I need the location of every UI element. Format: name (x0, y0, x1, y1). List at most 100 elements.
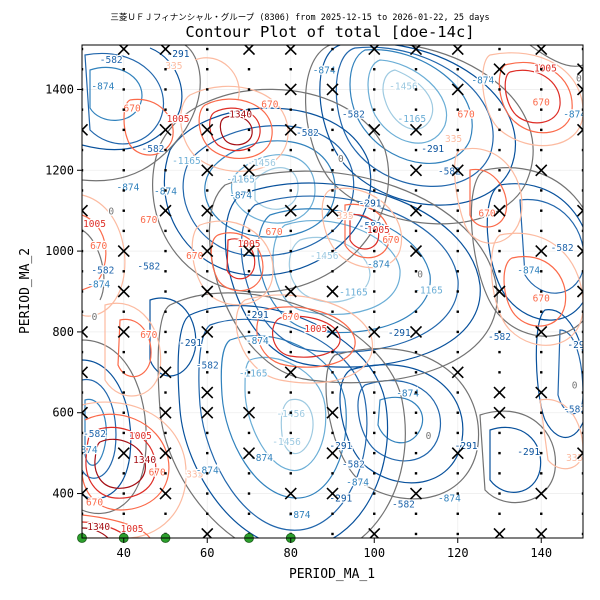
grid-dot (206, 88, 209, 91)
x-tick-label: 120 (447, 546, 469, 560)
contour-line-335 (104, 302, 162, 397)
contour-label: 1005 (129, 431, 152, 442)
contour-label: 335 (336, 211, 353, 222)
contour-label: 670 (533, 98, 550, 109)
x-marker (159, 447, 172, 460)
contour-label: 670 (282, 312, 299, 323)
chart-title: Contour Plot of total [doe-14c] (185, 23, 474, 41)
x-axis-label: PERIOD_MA_1 (289, 567, 375, 582)
grid-dot (331, 128, 334, 132)
x-marker (284, 366, 297, 379)
grid-dot (122, 472, 125, 475)
contour-label: -874 (246, 336, 269, 347)
grid-dot (331, 68, 334, 71)
contour-line-0 (152, 88, 390, 293)
grid-dot (82, 350, 84, 354)
grid-dot (331, 371, 334, 374)
grid-dot (331, 47, 334, 51)
x-marker (159, 406, 172, 419)
x-marker (576, 123, 583, 136)
contour-label: -582 (100, 55, 123, 66)
x-marker (535, 164, 548, 177)
grid-dot (498, 229, 501, 233)
grid-dot (581, 391, 583, 394)
grid-dot (247, 290, 251, 293)
x-marker (409, 325, 423, 338)
x-marker (576, 285, 583, 298)
grid-dot (289, 229, 292, 233)
contour-label: 670 (90, 241, 107, 252)
contour-label: -874 (563, 110, 586, 121)
contour-line--582 (357, 380, 442, 462)
grid-dot (581, 229, 583, 233)
contour-label: -1165 (172, 156, 201, 167)
grid-dot (289, 330, 292, 334)
grid-dot (247, 229, 251, 233)
grid-dot (164, 270, 167, 273)
contour-line-335 (82, 401, 187, 538)
contour-label: 670 (149, 467, 166, 478)
grid-dot (456, 350, 459, 354)
grid-dot (247, 512, 251, 515)
grid-dot (82, 229, 84, 233)
x-marker (326, 83, 339, 96)
contour-label: -291 (517, 447, 540, 458)
chart-suptitle: 三菱ＵＦＪフィナンシャル・グループ (8306) from 2025-12-15… (110, 12, 489, 23)
contour-line--1456 (280, 398, 314, 454)
contour-label: 1340 (87, 522, 110, 533)
contour-label: 1340 (133, 455, 156, 466)
grid-dot (164, 229, 167, 233)
contour-line--582 (82, 379, 117, 479)
contour-label: 670 (186, 251, 203, 262)
contour-label: 670 (382, 235, 399, 246)
grid-dot (247, 492, 251, 495)
grid-dot (498, 330, 501, 334)
x-marker (284, 285, 297, 298)
contour-label: 0 (576, 73, 582, 84)
grid-dot (122, 270, 125, 273)
grid-dot (456, 209, 459, 212)
grid-dot (456, 128, 459, 132)
x-marker (201, 406, 214, 419)
x-marker (201, 245, 214, 258)
grid-dot (289, 189, 292, 192)
contour-label: 670 (533, 294, 550, 305)
grid-dot (498, 350, 501, 354)
grid-dot (82, 290, 84, 293)
grid-dot (540, 431, 543, 435)
contour-label: -582 (342, 459, 365, 470)
grid-dot (540, 148, 543, 152)
grid-dot (414, 512, 418, 515)
x-marker (535, 487, 548, 500)
grid-dot (581, 169, 583, 172)
contour-label: -291 (246, 310, 269, 321)
contour-line-1005 (85, 426, 157, 499)
contour-line--1165 (244, 356, 327, 472)
grid-dot (540, 88, 543, 91)
x-marker (201, 204, 214, 217)
grid-dot (289, 148, 292, 152)
grid-dot (164, 68, 167, 71)
grid-dot (373, 88, 376, 91)
contour-line--874 (377, 396, 424, 444)
grid-dot (540, 411, 543, 414)
grid-dot (206, 472, 209, 475)
grid-dot (581, 492, 583, 495)
grid-dot (456, 492, 459, 495)
contour-line--582 (182, 125, 355, 257)
grid-dot (498, 108, 501, 111)
contour-line-0 (82, 45, 201, 182)
contour-line-1340 (94, 438, 146, 489)
contour-label: 335 (566, 453, 583, 464)
grid-dot (82, 189, 84, 192)
contour-label: -582 (296, 128, 319, 139)
contour-label: -291 (567, 340, 590, 351)
contour-label: -1165 (398, 114, 427, 125)
grid-dot (498, 492, 501, 495)
grid-dot (456, 189, 459, 192)
grid-dot (331, 229, 334, 233)
grid-dot (206, 512, 209, 515)
contour-line--291 (319, 45, 516, 206)
grid-dot (581, 310, 583, 313)
grid-dot (456, 330, 459, 334)
